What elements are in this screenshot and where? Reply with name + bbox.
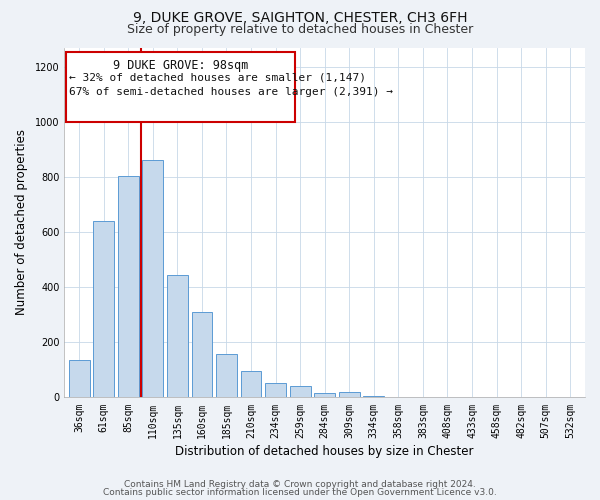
Bar bbox=[142, 160, 163, 398]
Text: 9, DUKE GROVE, SAIGHTON, CHESTER, CH3 6FH: 9, DUKE GROVE, SAIGHTON, CHESTER, CH3 6F… bbox=[133, 11, 467, 25]
Bar bbox=[339, 392, 360, 398]
Bar bbox=[364, 396, 384, 398]
Bar bbox=[412, 397, 433, 398]
Bar bbox=[290, 386, 311, 398]
Bar bbox=[191, 312, 212, 398]
Bar bbox=[265, 383, 286, 398]
Bar bbox=[388, 396, 409, 398]
Text: 67% of semi-detached houses are larger (2,391) →: 67% of semi-detached houses are larger (… bbox=[70, 88, 394, 98]
Bar bbox=[93, 221, 114, 398]
Bar bbox=[314, 394, 335, 398]
Bar bbox=[560, 397, 581, 398]
Text: ← 32% of detached houses are smaller (1,147): ← 32% of detached houses are smaller (1,… bbox=[70, 72, 367, 83]
Y-axis label: Number of detached properties: Number of detached properties bbox=[15, 130, 28, 316]
Bar bbox=[69, 360, 89, 398]
Text: Size of property relative to detached houses in Chester: Size of property relative to detached ho… bbox=[127, 22, 473, 36]
FancyBboxPatch shape bbox=[65, 52, 295, 122]
Text: Contains HM Land Registry data © Crown copyright and database right 2024.: Contains HM Land Registry data © Crown c… bbox=[124, 480, 476, 489]
Bar bbox=[167, 275, 188, 398]
Text: Contains public sector information licensed under the Open Government Licence v3: Contains public sector information licen… bbox=[103, 488, 497, 497]
Bar bbox=[486, 396, 507, 398]
Bar bbox=[216, 354, 237, 398]
Text: 9 DUKE GROVE: 98sqm: 9 DUKE GROVE: 98sqm bbox=[113, 60, 248, 72]
X-axis label: Distribution of detached houses by size in Chester: Distribution of detached houses by size … bbox=[175, 444, 474, 458]
Bar bbox=[118, 176, 139, 398]
Bar bbox=[241, 372, 262, 398]
